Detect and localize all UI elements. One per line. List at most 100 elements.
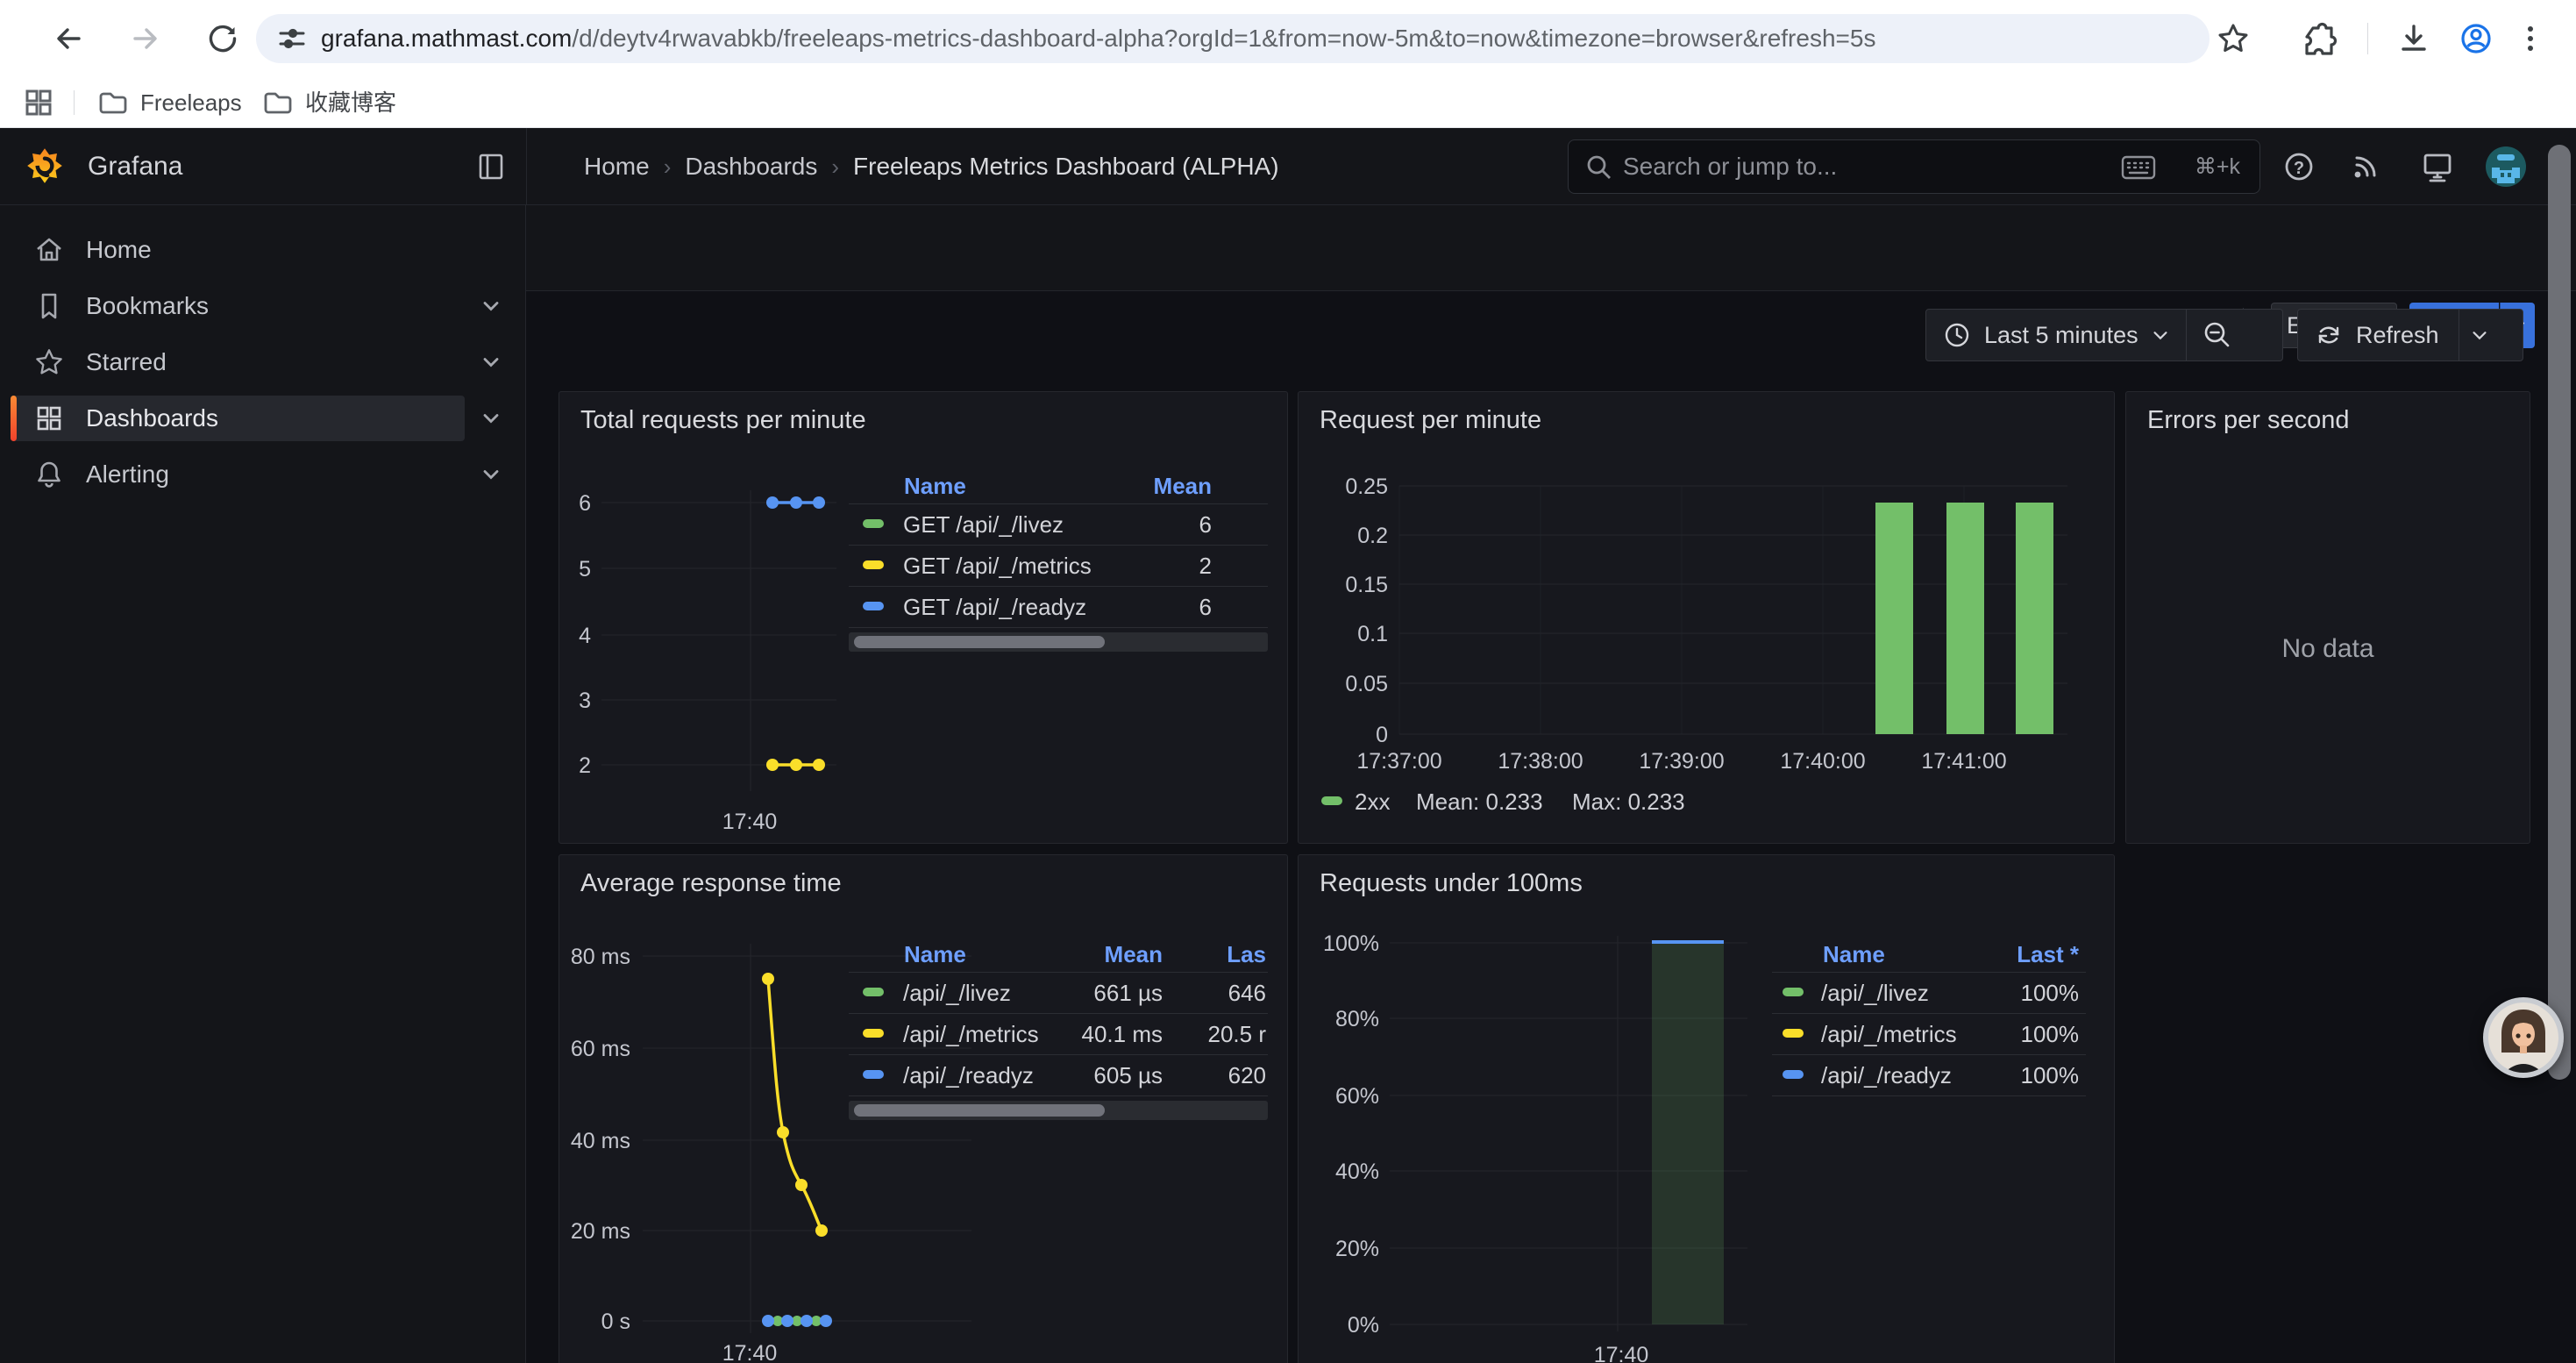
y-tick: 20 ms <box>571 1219 630 1244</box>
chevron-down-icon[interactable] <box>479 350 503 375</box>
download-icon[interactable] <box>2395 19 2433 58</box>
series-color-pill <box>863 1070 884 1079</box>
dock-menu-icon[interactable] <box>475 151 507 182</box>
site-settings-icon[interactable] <box>277 25 307 53</box>
legend-col-name[interactable]: Name <box>904 473 966 500</box>
y-tick: 60% <box>1335 1084 1379 1109</box>
legend-series-mean: 6 <box>1080 594 1212 621</box>
legend-col-mean[interactable]: Mean <box>1031 941 1163 968</box>
bookmark-star-icon[interactable] <box>2214 19 2252 58</box>
chevron-down-icon <box>2151 325 2170 345</box>
time-range-group: Last 5 minutes <box>1925 309 2283 361</box>
legend-series-name[interactable]: /api/_/livez <box>903 980 1011 1007</box>
sidebar-item-bookmarks[interactable]: Bookmarks <box>11 283 465 329</box>
sidebar: Home Bookmarks Starred Dashboards <box>0 205 526 1363</box>
time-range-picker[interactable]: Last 5 minutes <box>1984 322 2138 349</box>
apps-grid-icon[interactable] <box>23 87 54 118</box>
legend-col-name[interactable]: Name <box>1823 941 1885 968</box>
reload-icon[interactable] <box>203 19 242 58</box>
extensions-icon[interactable] <box>2301 19 2339 58</box>
legend-series-mean: 2 <box>1080 553 1212 580</box>
panel-request-per-minute[interactable]: Request per minute 0.25 0.2 0.15 0.1 0.0… <box>1298 391 2115 844</box>
sidebar-item-home[interactable]: Home <box>11 227 465 273</box>
legend-col-mean[interactable]: Mean <box>1080 473 1212 500</box>
legend-scrollbar-thumb[interactable] <box>854 1104 1105 1117</box>
svg-text:?: ? <box>2294 159 2304 178</box>
x-tick: 17:40 <box>1594 1343 1649 1363</box>
page-scrollbar[interactable] <box>2548 145 2571 1080</box>
chevron-down-icon[interactable] <box>479 462 503 487</box>
sidebar-item-label: Dashboards <box>86 396 218 441</box>
legend-series-name[interactable]: GET /api/_/metrics <box>903 553 1092 580</box>
series-color-pill <box>1783 988 1804 996</box>
y-tick: 4 <box>579 624 591 648</box>
legend-series-name[interactable]: GET /api/_/livez <box>903 511 1064 539</box>
back-icon[interactable] <box>49 19 88 58</box>
legend-series-name[interactable]: /api/_/readyz <box>903 1062 1034 1089</box>
legend-col-name[interactable]: Name <box>904 941 966 968</box>
legend-series-name[interactable]: /api/_/readyz <box>1821 1062 1952 1089</box>
bar-chart: 0.25 0.2 0.15 0.1 0.05 0 17:37:00 17:38:… <box>1299 392 2115 844</box>
sidebar-item-dashboards[interactable]: Dashboards <box>11 396 465 441</box>
sidebar-item-starred[interactable]: Starred <box>11 339 465 385</box>
chevron-down-icon[interactable] <box>479 294 503 318</box>
legend-series-name[interactable]: 2xx <box>1355 789 1390 816</box>
y-tick: 0.2 <box>1357 524 1388 548</box>
area-chart: 100% 80% 60% 40% 20% 0% 17:40 <box>1299 855 2115 1363</box>
panel-requests-under-100ms[interactable]: Requests under 100ms 100% 80% 60% 40% 20… <box>1298 854 2115 1363</box>
news-rss-icon[interactable] <box>2346 147 2385 186</box>
monitor-icon[interactable] <box>2418 147 2457 186</box>
y-tick: 80 ms <box>571 945 630 969</box>
legend-series-last: 100% <box>1965 1021 2079 1048</box>
profile-icon[interactable] <box>2457 19 2495 58</box>
chevron-down-icon[interactable] <box>479 406 503 431</box>
breadcrumb-current: Freeleaps Metrics Dashboard (ALPHA) <box>853 128 1279 205</box>
breadcrumb-home[interactable]: Home <box>584 128 650 205</box>
legend-series-name[interactable]: /api/_/metrics <box>903 1021 1039 1048</box>
panel-total-requests-per-minute[interactable]: Total requests per minute 6 5 4 3 2 17:4… <box>559 391 1288 844</box>
clock-icon <box>1942 320 1972 350</box>
legend-col-last[interactable]: Las <box>1187 941 1266 968</box>
zoom-out-icon[interactable] <box>2201 318 2234 352</box>
series-color-pill <box>1783 1029 1804 1038</box>
panel-average-response-time[interactable]: Average response time 80 ms 60 ms 40 ms … <box>559 854 1288 1363</box>
x-tick: 17:41:00 <box>1921 749 2006 774</box>
area-fill <box>1652 943 1724 1324</box>
y-tick: 0 <box>1376 723 1388 747</box>
forward-icon[interactable] <box>126 19 165 58</box>
address-bar[interactable]: grafana.mathmast.com/d/deytv4rwavabkb/fr… <box>256 14 2210 63</box>
user-avatar[interactable] <box>2486 146 2526 187</box>
help-icon[interactable]: ? <box>2280 147 2318 186</box>
legend-series-mean: 6 <box>1080 511 1212 539</box>
menu-kebab-icon[interactable] <box>2511 19 2550 58</box>
legend-series-name[interactable]: /api/_/metrics <box>1821 1021 1957 1048</box>
search-placeholder: Search or jump to... <box>1623 140 1837 193</box>
legend-series-mean: 605 µs <box>1031 1062 1163 1089</box>
dashboard-toolbar: Export Share <box>526 205 2576 291</box>
y-tick: 40% <box>1335 1160 1379 1184</box>
search-input[interactable]: Search or jump to... ⌘+k <box>1568 139 2260 194</box>
sidebar-item-alerting[interactable]: Alerting <box>11 452 465 497</box>
refresh-button[interactable]: Refresh <box>2356 322 2439 349</box>
series-color-pill <box>863 602 884 610</box>
legend-series-last: 620 <box>1187 1062 1266 1089</box>
grafana-logo[interactable] <box>25 144 65 188</box>
legend-scrollbar-thumb[interactable] <box>854 636 1105 648</box>
browser-toolbar: grafana.mathmast.com/d/deytv4rwavabkb/fr… <box>0 0 2576 77</box>
legend-series-name[interactable]: /api/_/livez <box>1821 980 1929 1007</box>
y-tick: 6 <box>579 491 591 516</box>
legend-max: Max: 0.233 <box>1572 789 1685 816</box>
chevron-down-icon[interactable] <box>2470 325 2489 345</box>
breadcrumb-dashboards[interactable]: Dashboards <box>685 128 817 205</box>
legend-series-last: 20.5 r <box>1187 1021 1266 1048</box>
y-tick: 5 <box>579 557 591 582</box>
bookmark-icon <box>32 289 67 324</box>
toolbar-separator <box>2367 23 2368 54</box>
legend-series-name[interactable]: GET /api/_/readyz <box>903 594 1086 621</box>
panel-errors-per-second[interactable]: Errors per second No data <box>2125 391 2530 844</box>
y-tick: 0 s <box>601 1309 630 1334</box>
series-line-cap <box>1652 940 1724 944</box>
assistant-avatar[interactable] <box>2483 997 2564 1078</box>
active-indicator <box>11 396 17 441</box>
legend-col-last[interactable]: Last * <box>1965 941 2079 968</box>
